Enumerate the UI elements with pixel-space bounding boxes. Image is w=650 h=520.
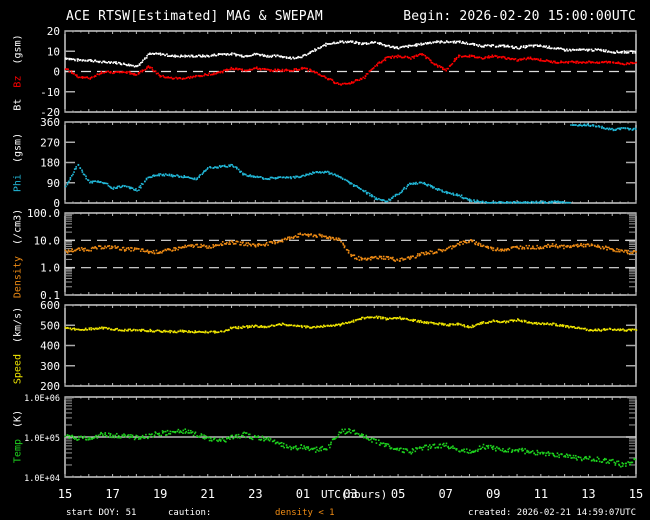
svg-text:10.0: 10.0 — [34, 234, 61, 247]
caution-value: density < 1 — [275, 508, 335, 518]
svg-text:21: 21 — [201, 487, 215, 501]
svg-text:07: 07 — [438, 487, 452, 501]
svg-text:03: 03 — [343, 487, 357, 501]
svg-text:0.1: 0.1 — [40, 289, 60, 302]
panel-density: 100.0 10.0 1.0 0.1 — [27, 207, 637, 302]
svg-text:17: 17 — [105, 487, 119, 501]
svg-text:1.0E+06: 1.0E+06 — [24, 394, 60, 404]
svg-text:20: 20 — [47, 25, 60, 38]
svg-text:23: 23 — [248, 487, 262, 501]
series-temp — [64, 428, 637, 468]
svg-text:360: 360 — [40, 116, 60, 129]
series-density — [64, 232, 637, 262]
svg-text:13: 13 — [581, 487, 595, 501]
svg-text:400: 400 — [40, 340, 60, 353]
x-axis-label: UTC(hours) — [321, 488, 388, 501]
panel-speed: 600 500 400 300 200 — [40, 299, 638, 393]
svg-text:90: 90 — [47, 177, 60, 190]
svg-text:1.0: 1.0 — [40, 262, 60, 275]
svg-text:01: 01 — [296, 487, 310, 501]
series-phi — [64, 123, 637, 204]
svg-text:-10: -10 — [40, 86, 60, 99]
panel-phi: 360 270 180 90 0 — [40, 116, 637, 210]
svg-text:15: 15 — [58, 487, 72, 501]
svg-text:500: 500 — [40, 319, 60, 332]
panel-bt-bz: 20 10 0 -10 -20 — [40, 25, 637, 119]
svg-text:200: 200 — [40, 380, 60, 393]
svg-text:05: 05 — [391, 487, 405, 501]
begin-time: Begin: 2026-02-20 15:00:00UTC — [403, 9, 636, 24]
chart-title: ACE RTSW[Estimated] MAG & SWEPAM — [66, 9, 323, 24]
svg-text:270: 270 — [40, 136, 60, 149]
svg-text:1.0E+05: 1.0E+05 — [24, 434, 60, 444]
series-bz — [64, 53, 637, 86]
svg-text:-20: -20 — [40, 106, 60, 119]
svg-text:300: 300 — [40, 360, 60, 373]
series-speed — [64, 315, 638, 334]
svg-text:600: 600 — [40, 299, 60, 312]
svg-text:0: 0 — [53, 66, 60, 79]
caution-label: caution: — [168, 508, 212, 518]
svg-text:180: 180 — [40, 157, 60, 170]
svg-text:19: 19 — [153, 487, 167, 501]
start-doy: start DOY: 51 — [66, 508, 137, 518]
svg-text:0: 0 — [53, 197, 60, 210]
svg-text:11: 11 — [534, 487, 548, 501]
y-label-temp: Temp (K) — [12, 409, 24, 464]
panel-temp: 1.0E+06 1.0E+05 1.0E+04 — [24, 394, 637, 484]
series-bt — [65, 40, 637, 68]
svg-text:15: 15 — [629, 487, 643, 501]
created-time: created: 2026-02-21 14:59:07UTC — [468, 508, 636, 518]
x-axis-ticks: 15 17 19 21 23 01 03 05 07 09 11 13 15 — [58, 487, 643, 501]
svg-text:10: 10 — [47, 45, 60, 58]
svg-text:1.0E+04: 1.0E+04 — [24, 474, 60, 484]
svg-text:100.0: 100.0 — [27, 207, 60, 220]
svg-text:09: 09 — [486, 487, 500, 501]
